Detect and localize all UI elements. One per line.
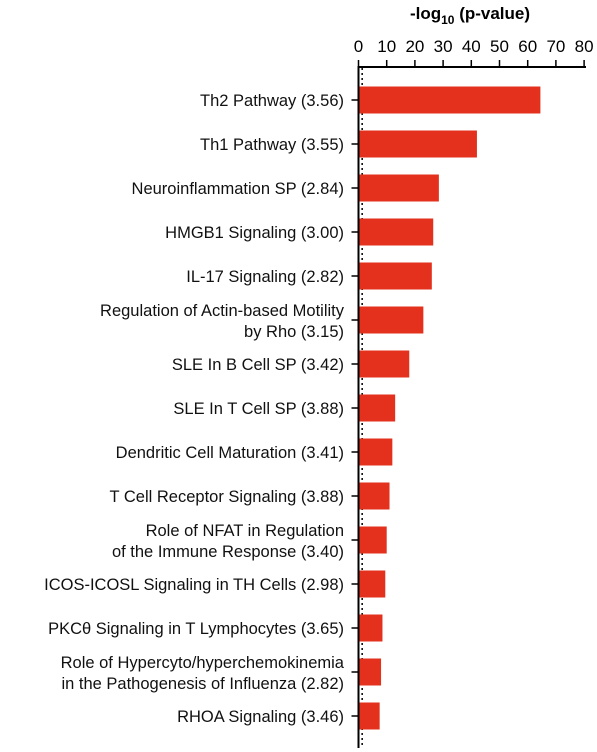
category-label: IL-17 Signaling (2.82) xyxy=(186,268,344,286)
category-label: HMGB1 Signaling (3.00) xyxy=(165,224,344,242)
category-label: SLE In T Cell SP (3.88) xyxy=(173,400,344,418)
bar xyxy=(359,614,383,642)
category-label: RHOA Signaling (3.46) xyxy=(177,708,344,726)
x-tick-label: 0 xyxy=(354,37,363,56)
bar xyxy=(359,306,424,334)
category-labels: Th2 Pathway (3.56) Th1 Pathway (3.55) Neur… xyxy=(44,92,345,726)
bar xyxy=(359,174,439,202)
bar xyxy=(359,570,386,598)
x-axis-title: -log10 (p-value) xyxy=(410,4,530,27)
x-tick-label: 80 xyxy=(575,37,594,56)
bar xyxy=(359,482,390,510)
bar xyxy=(359,350,410,378)
category-label: SLE In B Cell SP (3.42) xyxy=(172,356,344,374)
category-label-line: of the Immune Response (3.40) xyxy=(112,543,344,561)
category-label: T Cell Receptor Signaling (3.88) xyxy=(110,488,344,506)
category-label-line: by Rho (3.15) xyxy=(244,323,344,341)
x-axis-ticks: 0 10 20 30 40 50 60 70 80 xyxy=(354,37,594,67)
x-tick-label: 10 xyxy=(377,37,396,56)
x-tick-label: 20 xyxy=(405,37,424,56)
category-label-line: Role of NFAT in Regulation xyxy=(146,522,344,540)
category-label: Regulation of Actin-based Motility by Rho… xyxy=(100,302,345,341)
bar xyxy=(359,438,393,466)
bar xyxy=(359,658,382,686)
category-label: Neuroinflammation SP (2.84) xyxy=(132,180,344,198)
x-tick-label: 60 xyxy=(518,37,537,56)
bar xyxy=(359,262,432,290)
bar xyxy=(359,702,380,730)
x-axis-title-main: -log xyxy=(410,4,441,23)
x-axis-title-rest: (p-value) xyxy=(454,4,530,23)
bar xyxy=(359,394,396,422)
x-axis-title-subscript: 10 xyxy=(441,13,455,27)
category-label: Dendritic Cell Maturation (3.41) xyxy=(116,444,344,462)
category-label: Role of Hypercyto/hyperchemokinemia in th… xyxy=(61,654,345,693)
category-label-line: Role of Hypercyto/hyperchemokinemia xyxy=(61,654,345,672)
category-label-line: Regulation of Actin-based Motility xyxy=(100,302,345,320)
category-label: Th1 Pathway (3.55) xyxy=(200,136,344,154)
bar xyxy=(359,218,434,246)
x-tick-label: 40 xyxy=(462,37,481,56)
bar xyxy=(359,526,387,554)
bar xyxy=(359,86,541,114)
bar xyxy=(359,130,477,158)
x-tick-label: 30 xyxy=(434,37,453,56)
x-tick-label: 50 xyxy=(490,37,509,56)
category-label-line: in the Pathogenesis of Influenza (2.82) xyxy=(61,675,344,693)
x-tick-label: 70 xyxy=(546,37,565,56)
bars-group xyxy=(351,86,541,730)
category-label: Th2 Pathway (3.56) xyxy=(200,92,344,110)
category-label: ICOS-ICOSL Signaling in TH Cells (2.98) xyxy=(44,576,344,594)
category-label: PKCθ Signaling in T Lymphocytes (3.65) xyxy=(48,620,344,638)
category-label: Role of NFAT in Regulation of the Immune … xyxy=(112,522,344,561)
